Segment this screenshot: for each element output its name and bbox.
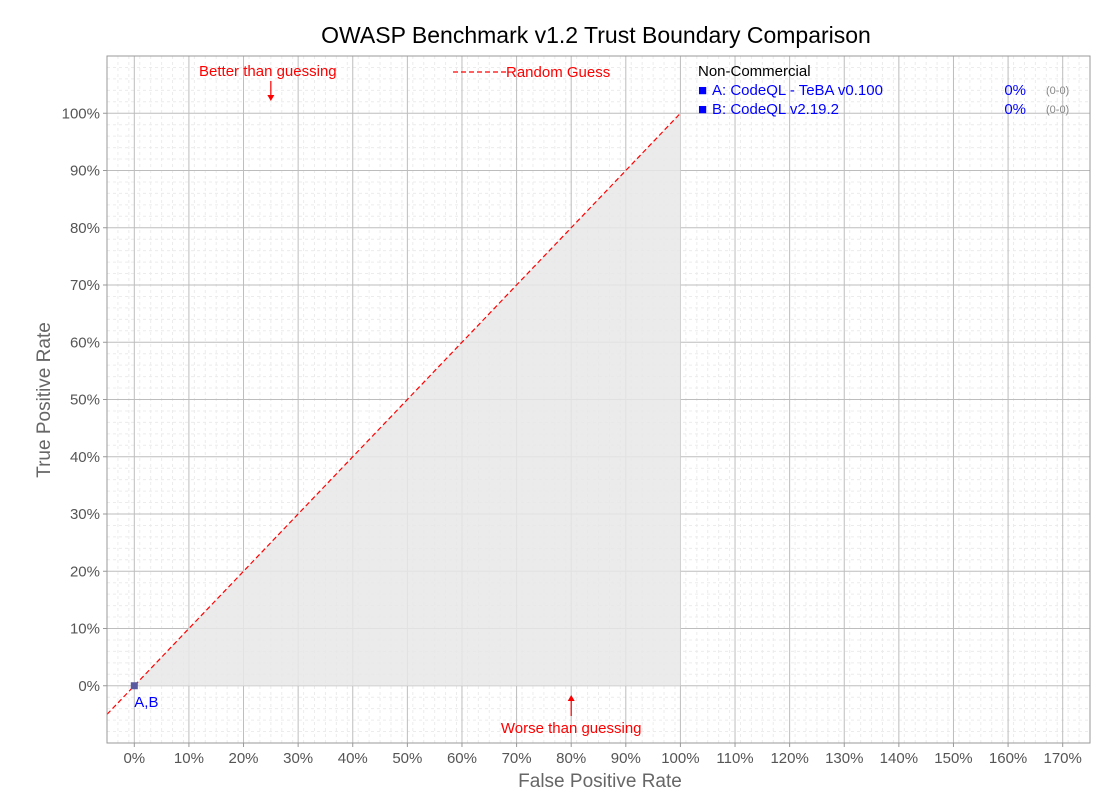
x-tick-label: 150% [934,750,972,767]
x-tick-label: 100% [661,750,699,767]
legend-marker: ■ [698,101,707,118]
y-tick-label: 10% [70,621,100,638]
data-points: A,B [130,682,158,711]
legend-entry-score: 0% [1004,101,1026,118]
y-tick-label: 70% [70,277,100,294]
random-guess-line-group: Random Guess [106,64,681,715]
y-tick-label: 30% [70,506,100,523]
data-point [130,682,138,690]
y-axis-label: True Positive Rate [34,322,55,478]
x-tick-label: 70% [502,750,532,767]
chart-title: OWASP Benchmark v1.2 Trust Boundary Comp… [321,22,871,48]
x-tick-label: 30% [283,750,313,767]
legend-marker: ■ [698,82,707,99]
x-tick-label: 90% [611,750,641,767]
x-tick-label: 130% [825,750,863,767]
data-point-label: A,B [134,694,158,711]
annotation-arrow-head [267,95,275,101]
better-than-guessing-label: Better than guessing [199,63,337,80]
x-tick-label: 140% [880,750,918,767]
y-tick-label: 40% [70,449,100,466]
random-guess-line [106,112,681,715]
y-tick-label: 0% [78,678,100,695]
x-tick-label: 50% [392,750,422,767]
x-tick-label: 60% [447,750,477,767]
legend-entry-score: 0% [1004,82,1026,99]
x-tick-label: 40% [338,750,368,767]
x-tick-label: 10% [174,750,204,767]
legend: Non-Commercial ■ A: CodeQL - TeBA v0.100 0… [698,63,1069,118]
worse-than-guessing-label: Worse than guessing [501,720,642,737]
y-tick-label: 60% [70,334,100,351]
annotation-arrow-head [567,695,575,701]
y-tick-label: 50% [70,392,100,409]
x-tick-label: 120% [770,750,808,767]
x-tick-label: 110% [716,750,753,767]
y-axis-ticks: 0% 10% 20% 30% 40% 50% 60% 70% 80% 90% 100% [62,105,107,695]
y-tick-label: 90% [70,163,100,180]
legend-entry-counts: (0-0) [1046,85,1069,97]
annotations: Better than guessing Worse than guessing [199,63,641,737]
legend-entry-label: B: CodeQL v2.19.2 [712,101,839,118]
y-tick-label: 80% [70,220,100,237]
legend-entry-counts: (0-0) [1046,104,1069,116]
y-tick-label: 100% [62,105,100,122]
x-tick-label: 170% [1044,750,1082,767]
y-tick-label: 20% [70,563,100,580]
legend-entry-label: A: CodeQL - TeBA v0.100 [712,82,883,99]
x-tick-label: 20% [229,750,259,767]
legend-heading: Non-Commercial [698,63,811,80]
x-tick-label: 160% [989,750,1027,767]
x-axis-label: False Positive Rate [518,771,682,792]
random-guess-key-label: Random Guess [506,64,610,81]
x-axis-ticks: 0% 10% 20% 30% 40% 50% 60% 70% 80% 90% 100% 110% 120… [123,743,1082,767]
x-tick-label: 80% [556,750,586,767]
x-tick-label: 0% [123,750,145,767]
